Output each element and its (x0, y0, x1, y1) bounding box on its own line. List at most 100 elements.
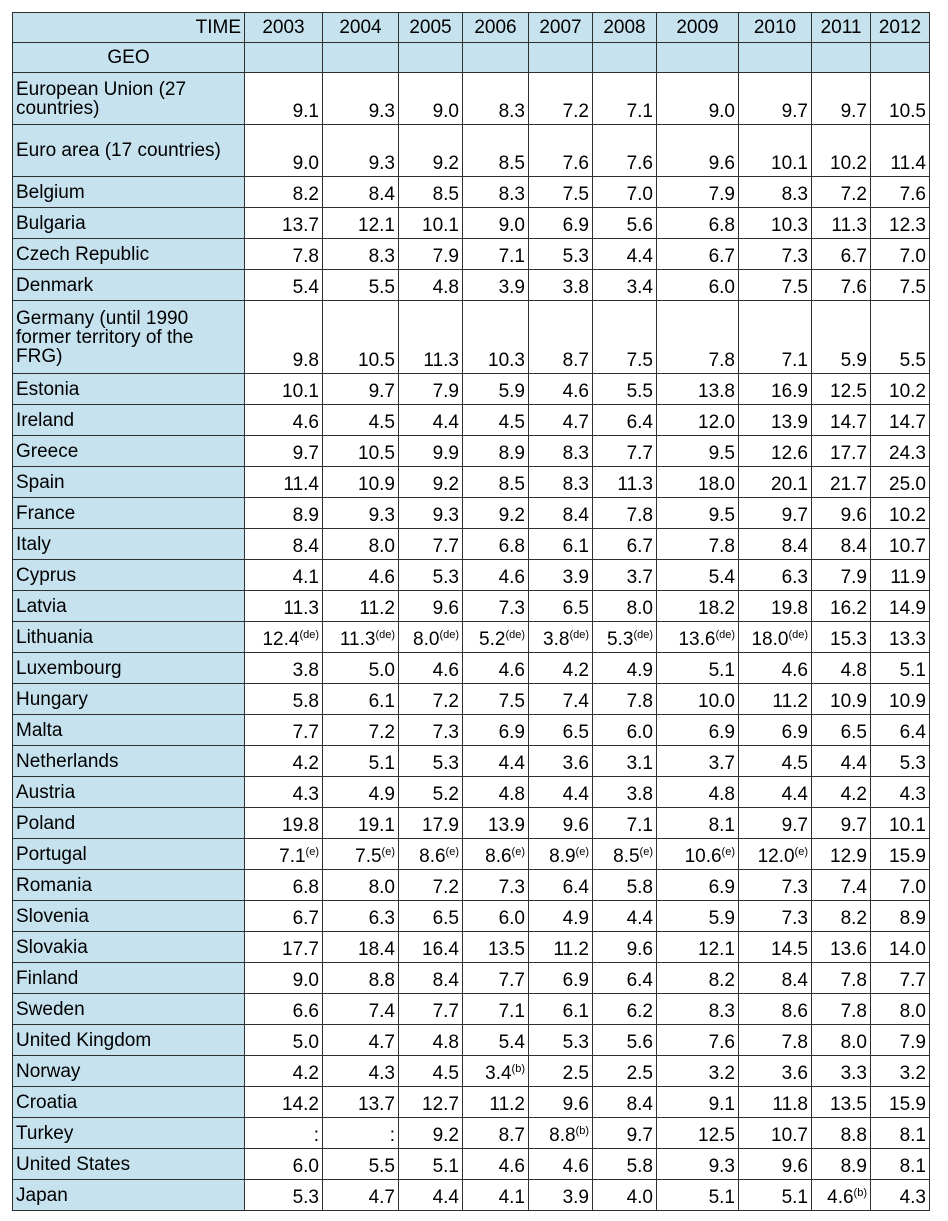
cell-value: 4.9 (562, 908, 589, 929)
value-cell: 8.6(e) (462, 838, 529, 870)
cell-value: 8.9 (549, 846, 576, 867)
cell-value: 15.9 (889, 1094, 926, 1115)
cell-value: 4.7 (562, 412, 589, 433)
value-cell: 4.2 (811, 776, 871, 808)
value-cell: 8.8 (322, 962, 399, 994)
cell-value: 6.4 (626, 970, 653, 991)
table-row: Romania 6.8 8.0 7.2 7.3 6.4 5.8 6.9 7.3 7.4 7.0 (12, 869, 930, 901)
table-row: Ireland 4.6 4.5 4.4 4.5 4.7 6.4 12.0 13.9 14.7 14.… (12, 404, 930, 436)
cell-value: 16.9 (771, 381, 808, 402)
cell-value: 4.6 (368, 567, 395, 588)
cell-value: 4.2 (840, 784, 867, 805)
value-cell: 3.8 (592, 776, 657, 808)
value-cell: 4.6 (398, 652, 463, 684)
empty-header-cell (322, 42, 399, 73)
cell-value: 3.9 (562, 567, 589, 588)
cell-value: 4.8 (498, 784, 525, 805)
footnote-flag: (e) (511, 846, 525, 858)
value-cell: 9.6 (811, 497, 871, 529)
cell-value: 11.2 (553, 939, 589, 960)
cell-value: 12.5 (830, 381, 867, 402)
value-cell: 13.9 (738, 404, 812, 436)
cell-value: 13.9 (488, 815, 525, 836)
value-cell: 4.4 (811, 745, 871, 777)
value-cell: 4.9 (592, 652, 657, 684)
value-cell: 9.0 (656, 72, 739, 125)
table-row: United States 6.0 5.5 5.1 4.6 4.6 5.8 9.3 9.6 8.9… (12, 1148, 930, 1180)
cell-value: 4.4 (626, 246, 653, 267)
value-cell: 10.5 (322, 300, 399, 374)
value-cell: 6.7 (811, 238, 871, 270)
geo-label: Bulgaria (12, 207, 245, 239)
cell-value: 9.2 (432, 1125, 459, 1146)
cell-value: 12.0 (698, 412, 735, 433)
cell-value: 14.9 (889, 598, 926, 619)
value-cell: 9.3 (398, 497, 463, 529)
value-cell: 7.4 (322, 993, 399, 1025)
cell-value: 8.4 (432, 970, 459, 991)
cell-value: 6.8 (708, 215, 735, 236)
cell-value: 10.1 (422, 215, 459, 236)
cell-value: 17.7 (830, 443, 867, 464)
value-cell: 4.4 (592, 238, 657, 270)
cell-value: 9.0 (498, 215, 525, 236)
cell-value: 6.5 (562, 598, 589, 619)
value-cell: 5.2 (398, 776, 463, 808)
cell-value: 5.5 (899, 350, 926, 371)
table-row: Spain 11.4 10.9 9.2 8.5 8.3 11.3 18.0 20.1 21.7 25… (12, 466, 930, 498)
cell-value: 11.2 (489, 1094, 525, 1115)
cell-value: 8.6 (419, 846, 446, 867)
cell-value: 6.9 (708, 722, 735, 743)
geo-label: Spain (12, 466, 245, 498)
cell-value: 7.3 (498, 877, 525, 898)
cell-value: 6.3 (368, 908, 395, 929)
value-cell: 3.2 (656, 1055, 739, 1087)
cell-value: 21.7 (830, 474, 867, 495)
cell-value: 10.9 (358, 474, 395, 495)
value-cell: 7.9 (656, 176, 739, 208)
value-cell: 8.4 (738, 528, 812, 560)
value-cell: 4.9 (528, 900, 593, 932)
table-row: Latvia 11.3 11.2 9.6 7.3 6.5 8.0 18.2 19.8 16.2 14… (12, 590, 930, 622)
value-cell: 11.9 (870, 559, 930, 591)
table-row: Sweden 6.6 7.4 7.7 7.1 6.1 6.2 8.3 8.6 7.8 8.0 (12, 993, 930, 1025)
geo-label: Austria (12, 776, 245, 808)
cell-value: 6.7 (840, 246, 867, 267)
value-cell: 7.8 (656, 300, 739, 374)
cell-value: 4.7 (368, 1187, 395, 1208)
value-cell: 3.9 (462, 269, 529, 301)
cell-value: 7.8 (708, 350, 735, 371)
cell-value: 7.1 (626, 101, 653, 122)
cell-value: 14.5 (771, 939, 808, 960)
cell-value: 9.6 (562, 1094, 589, 1115)
cell-value: 11.3 (423, 350, 459, 371)
cell-value: 7.6 (708, 1032, 735, 1053)
cell-value: 7.8 (781, 1032, 808, 1053)
cell-value: 8.4 (626, 1094, 653, 1115)
cell-value: 5.8 (626, 1156, 653, 1177)
cell-value: 11.2 (772, 691, 808, 712)
value-cell: 9.1 (244, 72, 323, 125)
value-cell: 14.5 (738, 931, 812, 963)
cell-value: 4.3 (292, 784, 319, 805)
geo-label: Turkey (12, 1117, 245, 1149)
cell-value: 13.7 (282, 215, 319, 236)
cell-value: 5.8 (292, 691, 319, 712)
cell-value: 6.9 (781, 722, 808, 743)
footnote-flag: (de) (439, 629, 459, 641)
table-row: Czech Republic 7.8 8.3 7.9 7.1 5.3 4.4 6.7 7.3 6.… (12, 238, 930, 270)
cell-value: 6.2 (626, 1001, 653, 1022)
cell-value: 7.3 (781, 877, 808, 898)
value-cell: 7.1 (462, 993, 529, 1025)
cell-value: 5.9 (708, 908, 735, 929)
cell-value: 8.9 (292, 505, 319, 526)
cell-value: 3.8 (543, 629, 570, 650)
cell-value: 5.1 (899, 660, 926, 681)
cell-value: 4.8 (432, 1032, 459, 1053)
cell-value: 4.5 (498, 412, 525, 433)
cell-value: 8.5 (613, 846, 640, 867)
value-cell: 8.0 (811, 1024, 871, 1056)
cell-value: 6.0 (498, 908, 525, 929)
cell-value: 9.7 (292, 443, 319, 464)
value-cell: 9.6 (592, 931, 657, 963)
